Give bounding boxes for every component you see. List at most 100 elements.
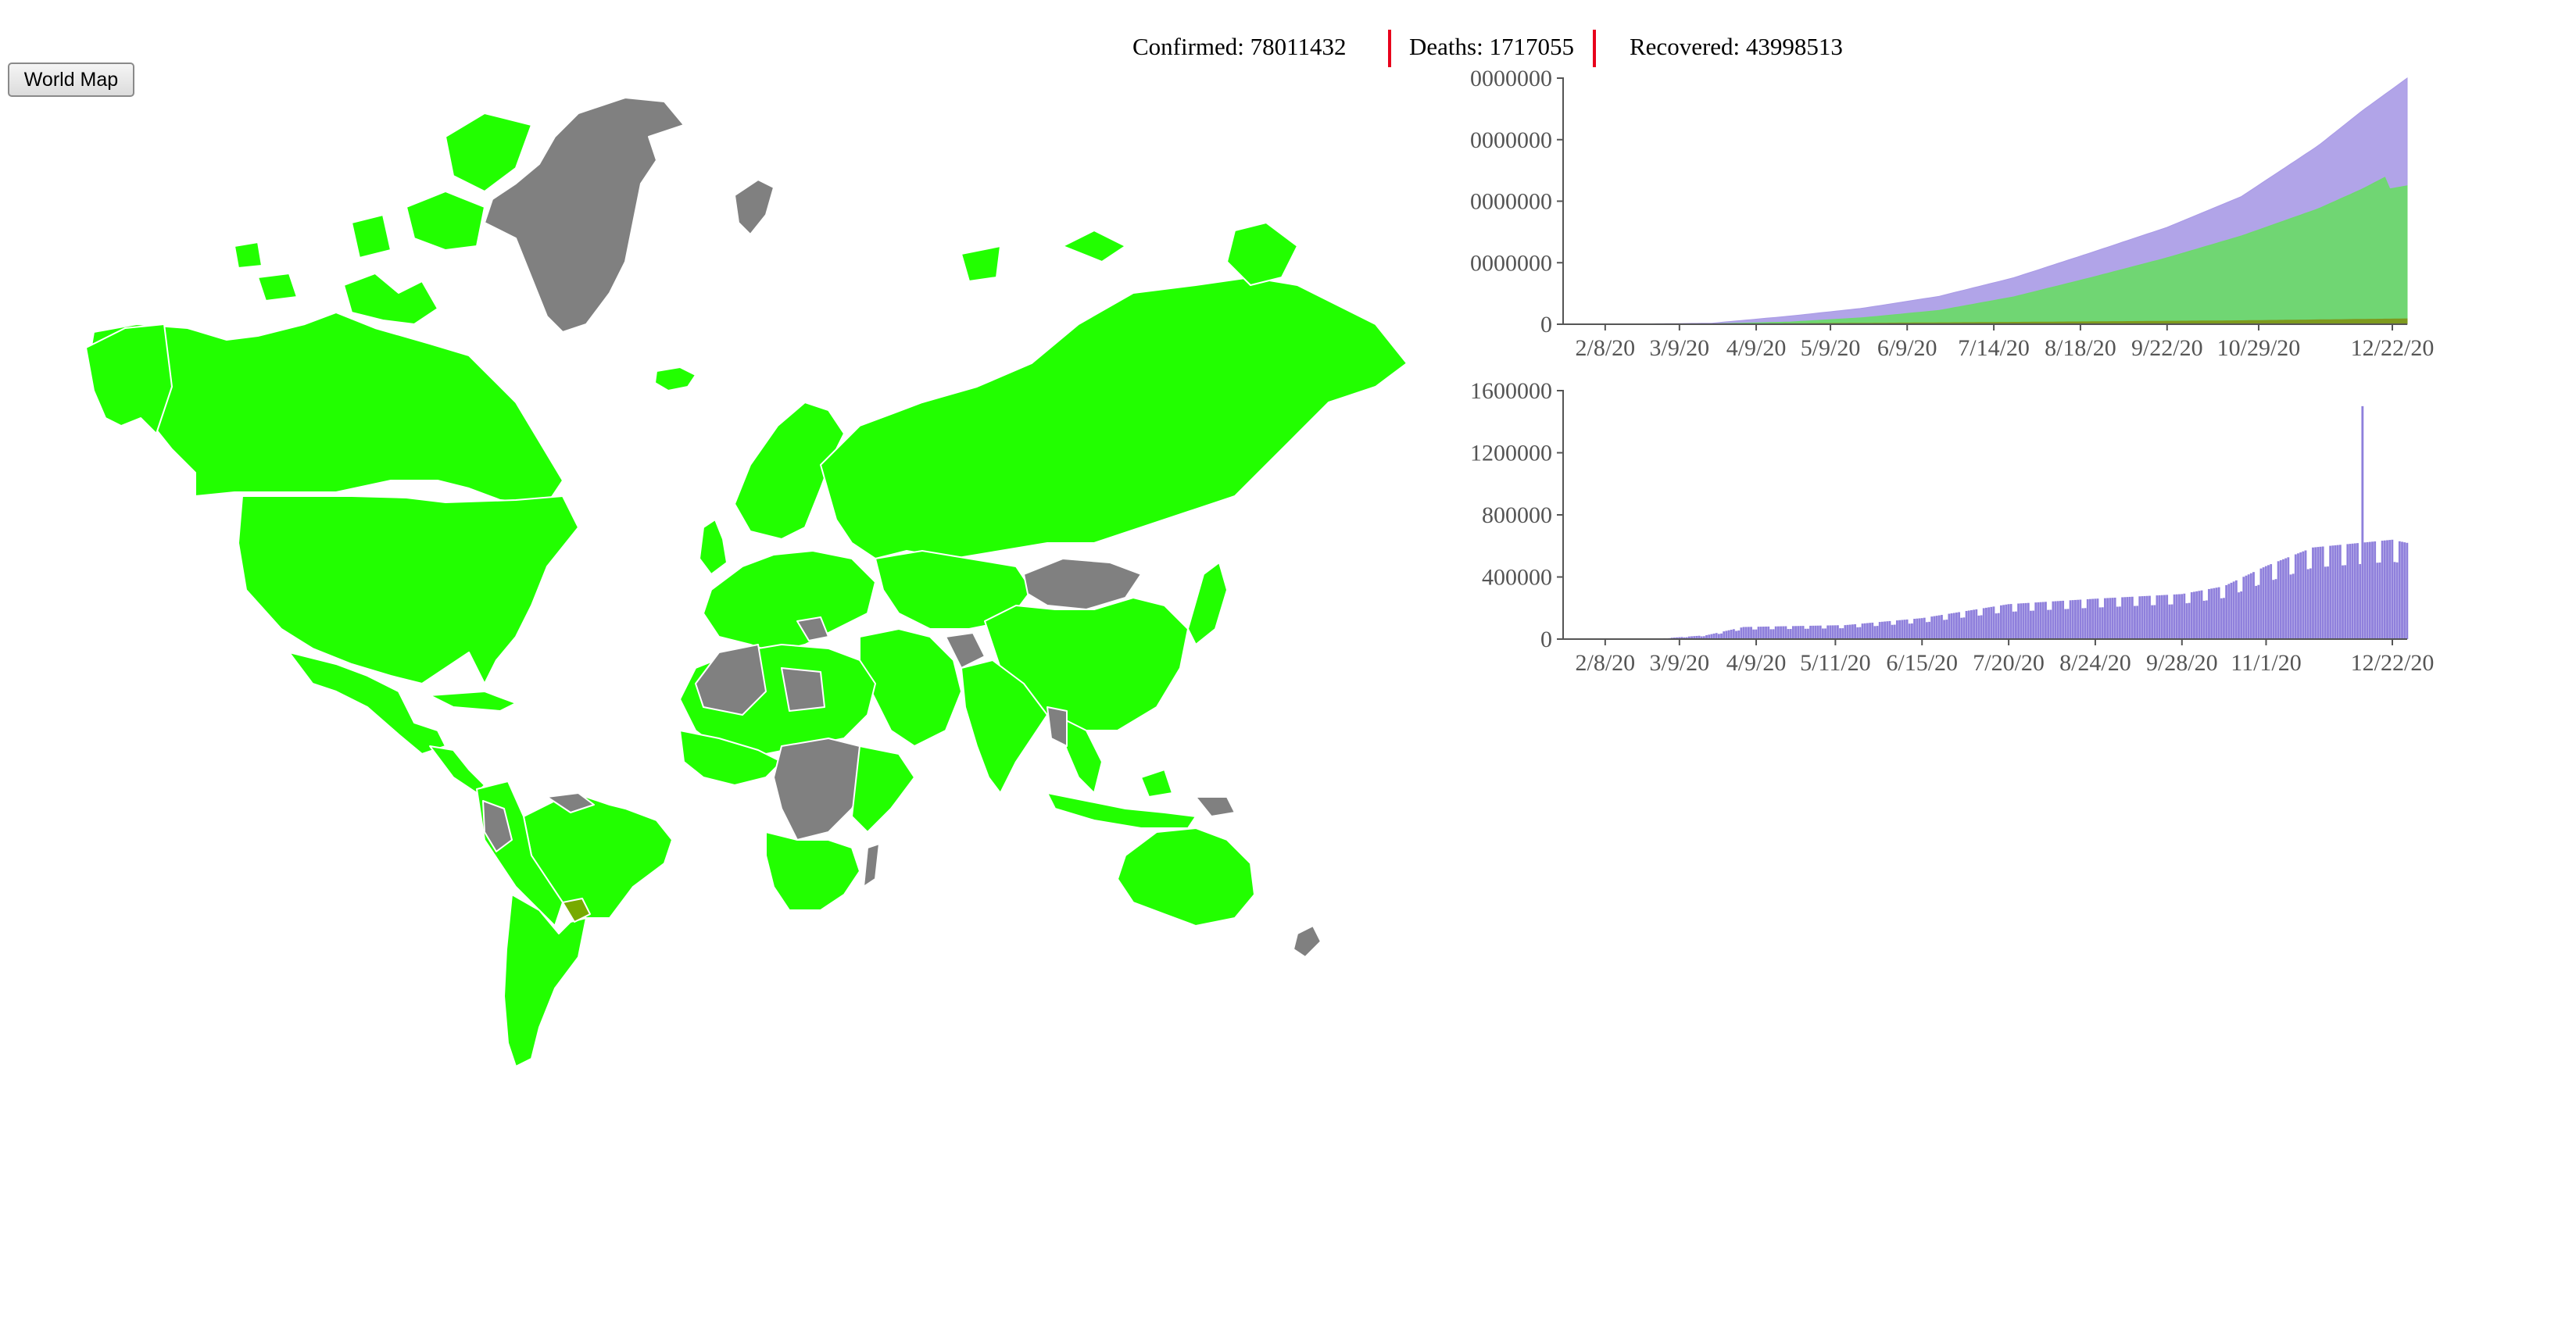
region-arctic-islands[interactable] xyxy=(234,113,532,325)
daily-bar xyxy=(2123,597,2127,639)
daily-bar xyxy=(2327,566,2329,639)
daily-bar xyxy=(2066,609,2070,639)
region-indonesia[interactable] xyxy=(1046,769,1197,829)
country-japan[interactable] xyxy=(1187,562,1228,645)
daily-bar xyxy=(2143,595,2146,639)
bar-x-tick-label: 11/1/20 xyxy=(2231,650,2302,676)
stat-separator xyxy=(1593,30,1596,67)
daily-bar xyxy=(1791,626,1794,639)
daily-bar xyxy=(2401,541,2403,639)
daily-bar xyxy=(1905,619,1909,639)
daily-bar xyxy=(1831,625,1834,639)
country-usa[interactable] xyxy=(238,495,579,684)
daily-bar xyxy=(2232,581,2235,639)
daily-bar xyxy=(1876,626,1879,639)
daily-bar xyxy=(1700,636,1703,639)
daily-bar xyxy=(1812,625,1815,639)
daily-bar xyxy=(1780,626,1782,639)
daily-bar xyxy=(2349,544,2352,639)
daily-bar xyxy=(2074,599,2077,639)
daily-bar xyxy=(2002,605,2005,639)
bar-y-tick-label: 1600000 xyxy=(1470,378,1552,404)
bar-y-tick-label: 800000 xyxy=(1482,502,1552,528)
region-andes-gray xyxy=(482,800,513,852)
daily-bar xyxy=(2032,610,2035,639)
daily-bar xyxy=(2371,541,2374,639)
daily-bar xyxy=(1717,634,1720,639)
daily-bar xyxy=(2321,546,2324,639)
daily-bar xyxy=(2158,595,2161,639)
daily-bar xyxy=(1690,636,1693,639)
region-west-africa[interactable] xyxy=(679,730,782,786)
region-caribbean[interactable] xyxy=(429,691,517,712)
daily-bar xyxy=(2126,597,2129,639)
daily-bar xyxy=(2297,553,2299,639)
daily-bar xyxy=(2151,605,2154,639)
region-southern-africa[interactable] xyxy=(765,831,860,911)
daily-bar xyxy=(2294,554,2297,639)
country-afghanistan xyxy=(945,632,986,669)
daily-bar xyxy=(2168,604,2171,639)
daily-bar xyxy=(1908,623,1911,639)
daily-bar xyxy=(1676,637,1678,639)
region-western-europe[interactable] xyxy=(703,550,876,653)
daily-bar xyxy=(2240,591,2243,639)
country-mexico[interactable] xyxy=(288,652,446,755)
country-argentina[interactable] xyxy=(503,894,587,1067)
daily-bar xyxy=(2267,565,2270,639)
daily-bar xyxy=(1859,627,1862,639)
country-uruguay[interactable] xyxy=(562,898,591,923)
country-balkans xyxy=(796,616,829,641)
daily-bar xyxy=(1782,626,1785,639)
daily-bar xyxy=(2041,602,2045,639)
daily-bar xyxy=(1967,610,1970,639)
daily-bar xyxy=(1750,627,1752,639)
daily-bar xyxy=(1702,636,1705,639)
daily-bar xyxy=(1789,629,1792,639)
country-india[interactable] xyxy=(961,659,1048,794)
daily-bar xyxy=(1886,621,1889,639)
daily-bar xyxy=(2005,604,2008,639)
daily-bar xyxy=(2077,599,2080,639)
daily-bar xyxy=(2000,605,2002,639)
daily-bar xyxy=(1678,637,1681,639)
daily-bar xyxy=(2309,568,2312,639)
daily-bar xyxy=(1683,637,1686,639)
daily-bar xyxy=(2299,552,2302,639)
region-east-africa[interactable] xyxy=(851,745,915,833)
daily-bar xyxy=(2047,609,2050,639)
daily-bar xyxy=(2052,601,2055,639)
country-alaska[interactable] xyxy=(85,323,173,434)
daily-bar xyxy=(1895,620,1898,639)
daily-bar xyxy=(2202,600,2206,639)
country-myanmar xyxy=(1046,706,1068,747)
area-x-tick-label: 12/22/20 xyxy=(2351,335,2435,361)
daily-bar xyxy=(1829,625,1832,639)
bar-y-tick-label: 1200000 xyxy=(1470,441,1552,466)
daily-cases-bar-chart: 0 400000 800000 1200000 1600000 2/8/20 3/9/20 4… xyxy=(1470,378,2434,676)
daily-bar xyxy=(2378,562,2381,639)
daily-bar xyxy=(2163,595,2166,639)
country-uk[interactable] xyxy=(699,519,728,575)
daily-bar xyxy=(2334,545,2337,639)
daily-bar xyxy=(2217,587,2220,639)
daily-bar xyxy=(2223,598,2225,639)
daily-bar xyxy=(2069,600,2072,639)
country-australia[interactable] xyxy=(1117,827,1255,927)
daily-bar xyxy=(1863,623,1866,639)
bar-x-tick-label: 3/9/20 xyxy=(1650,650,1710,676)
daily-bar xyxy=(1794,626,1797,639)
country-iceland[interactable] xyxy=(654,366,696,391)
daily-bar xyxy=(2366,541,2369,639)
daily-bar xyxy=(2344,565,2347,639)
daily-bar xyxy=(2081,608,2084,639)
daily-bar xyxy=(2096,598,2099,639)
daily-bar xyxy=(2175,594,2178,639)
region-central-america[interactable] xyxy=(429,745,485,794)
region-kamchatka[interactable] xyxy=(961,222,1298,286)
world-map-button[interactable]: World Map xyxy=(8,63,134,97)
daily-bar xyxy=(1851,624,1854,639)
country-russia[interactable] xyxy=(820,277,1408,559)
daily-bar xyxy=(1742,627,1745,639)
daily-bar xyxy=(1809,625,1812,639)
